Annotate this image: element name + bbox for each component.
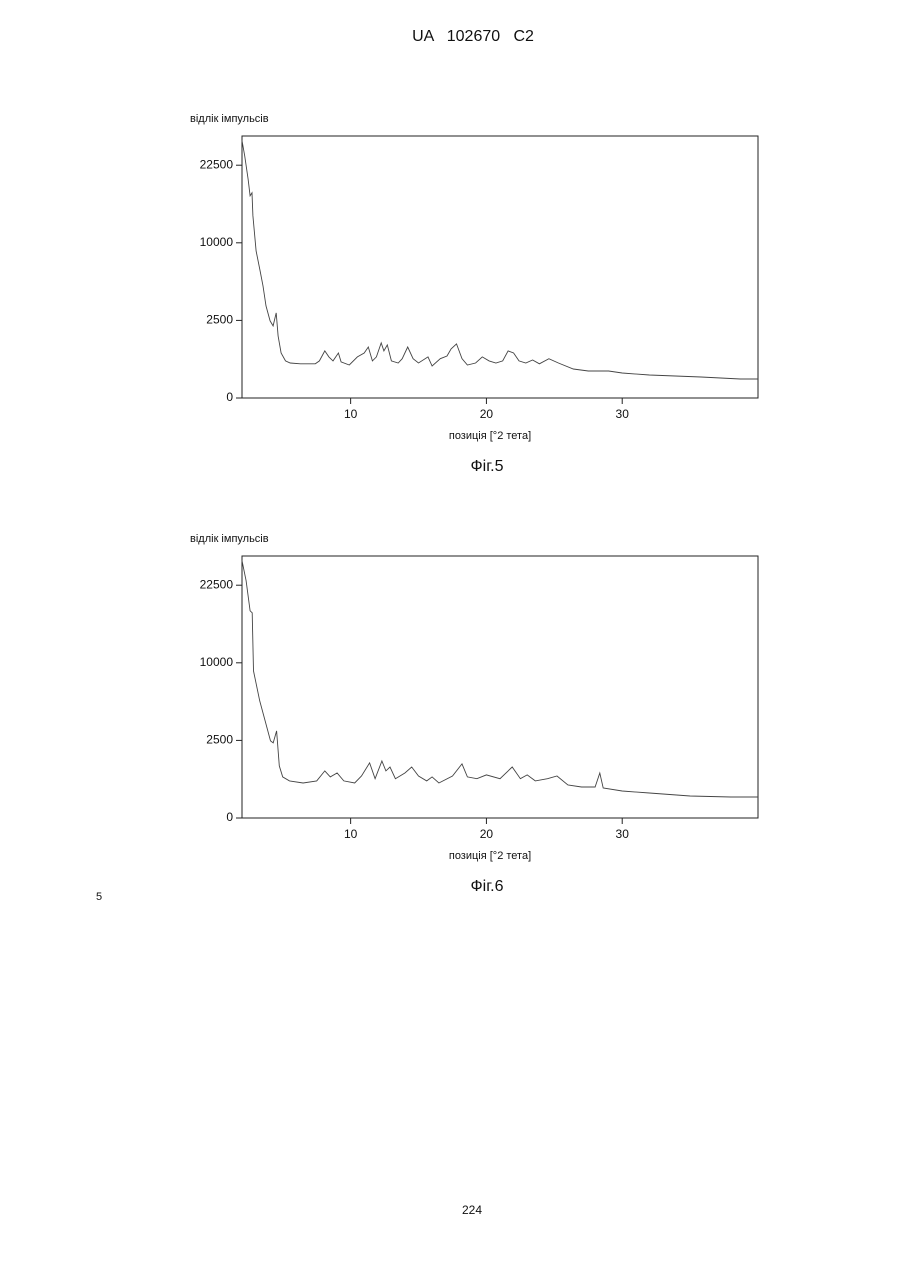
x-tick-label: 10 xyxy=(344,827,358,841)
page-number: 224 xyxy=(462,1203,482,1217)
y-tick-label: 0 xyxy=(226,810,233,824)
document: UA 102670 C2 5 224 відлік імпульсів позиц… xyxy=(0,0,901,1273)
y-tick-label: 2500 xyxy=(206,313,233,327)
x-tick-label: 30 xyxy=(616,407,630,421)
x-tick-label: 20 xyxy=(480,827,494,841)
figure-caption: Фіг.6 xyxy=(471,878,504,895)
y-axis-label: відлік імпульсів xyxy=(190,113,269,125)
x-axis-label: позиція [°2 тета] xyxy=(449,430,531,442)
x-tick-label: 10 xyxy=(344,407,358,421)
y-tick-label: 22500 xyxy=(200,577,234,591)
y-tick-label: 10000 xyxy=(200,655,234,669)
page: UA 102670 C2 5 224 відлік імпульсів позиц… xyxy=(0,0,901,1273)
y-tick-label: 0 xyxy=(226,390,233,404)
x-axis-label: позиція [°2 тета] xyxy=(449,850,531,862)
x-tick-label: 30 xyxy=(616,827,630,841)
header: UA 102670 C2 xyxy=(412,28,534,45)
background xyxy=(0,0,901,1273)
figure-caption: Фіг.5 xyxy=(471,458,504,475)
y-tick-label: 10000 xyxy=(200,235,234,249)
y-tick-label: 22500 xyxy=(200,157,234,171)
x-tick-label: 20 xyxy=(480,407,494,421)
line-number: 5 xyxy=(96,891,102,903)
y-tick-label: 2500 xyxy=(206,733,233,747)
y-axis-label: відлік імпульсів xyxy=(190,533,269,545)
